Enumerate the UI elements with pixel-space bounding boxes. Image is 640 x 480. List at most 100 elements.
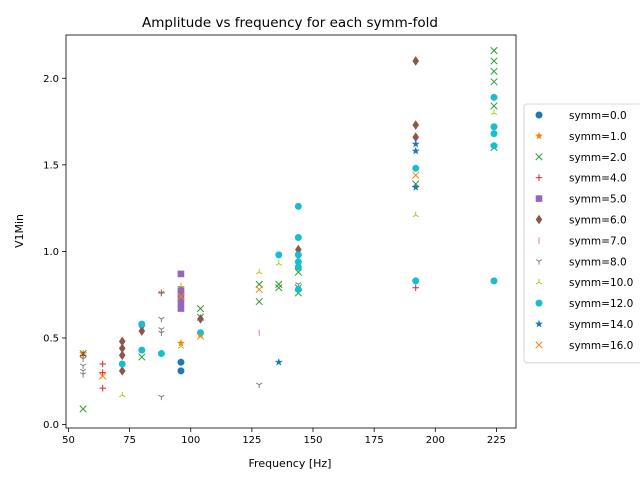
data-point <box>99 360 106 368</box>
data-point <box>157 350 165 358</box>
series-symm-0-0 <box>177 358 185 375</box>
data-point <box>138 353 146 361</box>
y-tick-label: 0.0 <box>43 420 59 431</box>
legend-item: symm=7.0 <box>538 235 627 247</box>
data-point <box>79 368 87 375</box>
data-point <box>118 366 126 376</box>
data-point <box>490 130 498 138</box>
data-point <box>412 171 420 179</box>
data-point <box>118 360 126 368</box>
data-point <box>294 251 302 259</box>
data-point <box>197 329 205 337</box>
series-symm-4-0 <box>79 284 420 392</box>
data-point <box>274 358 283 366</box>
x-axis-label: Frequency [Hz] <box>249 457 332 470</box>
legend-label: symm=14.0 <box>569 319 633 331</box>
data-point <box>138 346 146 354</box>
data-point <box>79 405 87 413</box>
x-tick-label: 150 <box>303 435 322 446</box>
chart-title: Amplitude vs frequency for each symm-fol… <box>142 15 438 31</box>
legend-marker <box>535 131 543 140</box>
legend-marker <box>535 153 543 161</box>
legend-label: symm=5.0 <box>569 194 627 206</box>
x-tick-label: 225 <box>487 435 506 446</box>
legend-label: symm=4.0 <box>569 173 627 185</box>
data-point <box>412 132 420 142</box>
series-symm-5-0 <box>177 270 185 312</box>
data-point <box>275 284 283 292</box>
data-point <box>255 285 263 294</box>
series-symm-14-0 <box>274 139 420 366</box>
data-point <box>158 290 165 297</box>
data-point <box>490 78 498 86</box>
data-point <box>79 351 87 359</box>
x-tick-label: 50 <box>62 435 75 446</box>
legend-item: symm=0.0 <box>535 110 627 122</box>
data-point <box>138 320 146 328</box>
data-point <box>177 270 185 278</box>
data-point <box>490 46 498 55</box>
y-tick-label: 2.0 <box>43 74 59 85</box>
data-point <box>490 123 498 131</box>
x-tick-label: 100 <box>181 435 200 446</box>
data-point <box>177 358 185 366</box>
data-point <box>118 336 126 347</box>
data-point <box>294 202 302 210</box>
data-point <box>177 305 185 312</box>
data-point <box>177 294 185 302</box>
legend-item: symm=8.0 <box>535 256 627 268</box>
y-tick-label: 1.0 <box>43 247 59 258</box>
data-point <box>177 300 185 307</box>
legend-marker <box>535 278 543 285</box>
legend-marker <box>535 341 543 349</box>
data-point <box>411 146 420 155</box>
legend-item: symm=12.0 <box>535 298 633 310</box>
data-point <box>177 367 185 375</box>
data-point <box>196 304 205 313</box>
data-point <box>256 382 263 389</box>
legend-marker <box>535 174 543 181</box>
data-point <box>412 277 420 285</box>
data-point <box>118 343 126 354</box>
data-point <box>412 211 419 218</box>
legend-item: symm=16.0 <box>535 340 633 352</box>
data-point <box>412 284 420 292</box>
legend-marker <box>535 195 543 202</box>
data-point <box>490 67 498 76</box>
data-point <box>79 363 87 369</box>
legend-label: symm=12.0 <box>569 298 633 310</box>
data-point <box>177 282 185 289</box>
data-point <box>294 258 302 266</box>
data-point <box>275 260 282 266</box>
data-point <box>412 164 420 172</box>
data-point <box>177 343 185 349</box>
axes-frame <box>65 34 517 429</box>
data-point <box>176 338 185 347</box>
data-point <box>255 297 263 306</box>
legend-label: symm=8.0 <box>569 256 627 268</box>
legend-label: symm=7.0 <box>569 235 627 247</box>
data-point <box>99 384 106 392</box>
data-point <box>158 394 165 401</box>
data-point <box>79 372 87 378</box>
data-point <box>490 277 498 285</box>
legend-marker <box>535 259 543 265</box>
data-point <box>275 280 283 288</box>
data-point <box>255 280 263 288</box>
legend-marker <box>535 319 543 328</box>
legend-item: symm=10.0 <box>535 277 633 289</box>
data-point <box>294 234 302 242</box>
legend-item: symm=4.0 <box>535 173 627 185</box>
data-point <box>197 314 204 324</box>
data-point <box>196 332 205 340</box>
data-point <box>490 102 498 110</box>
legend: symm=0.0 symm=1.0 symm=2.0 symm=4.0 symm=5.0… <box>523 103 640 364</box>
legend-label: symm=1.0 <box>569 131 627 143</box>
legend-item: symm=6.0 <box>535 215 627 227</box>
data-point <box>158 316 165 323</box>
y-tick-label: 1.5 <box>43 160 59 171</box>
data-point <box>177 292 185 301</box>
data-point <box>411 183 420 191</box>
series-symm-12-0 <box>118 93 498 368</box>
data-point <box>118 350 126 361</box>
